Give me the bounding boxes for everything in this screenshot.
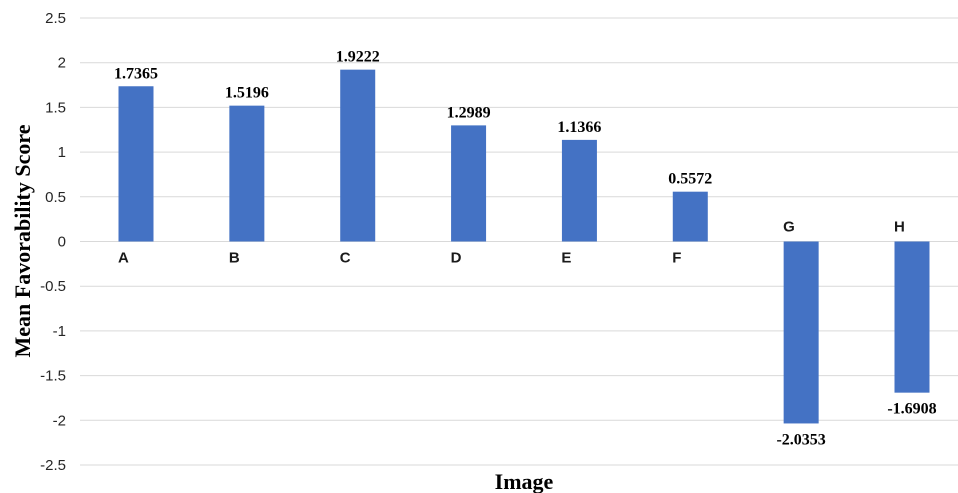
x-axis-categories: A B C D E F G H [118,219,905,267]
bar-e [561,139,597,242]
bar-h [894,241,930,393]
data-label: 1.5196 [225,85,269,102]
data-label: -2.0353 [776,431,825,448]
bar-a [118,86,154,242]
category-label: F [672,250,681,267]
x-axis-title: Image [495,469,554,493]
category-label: E [561,250,571,267]
y-tick-label: 2 [58,55,66,72]
data-label: 0.5572 [668,171,712,188]
gridlines [80,17,958,466]
category-label: H [894,219,905,236]
y-tick-label: 2.5 [45,10,66,27]
category-label: G [783,219,795,236]
data-label: 1.7365 [114,65,158,82]
category-label: B [229,250,240,267]
data-labels: 1.7365 1.5196 1.9222 1.2989 1.1366 0.5572 -2.0… [114,49,937,449]
bar-d [451,125,487,242]
y-tick-label: -0.5 [40,278,66,295]
bar-g [783,241,819,424]
bar-b [229,105,265,242]
y-tick-label: -2 [53,412,66,429]
category-label: C [340,250,351,267]
y-tick-label: 0.5 [45,189,66,206]
bar-c [340,69,376,242]
bar-f [672,191,708,242]
y-axis-ticks: 2.5 2 1.5 1 0.5 0 -0.5 -1 -1.5 -2 -2.5 [40,10,66,474]
data-label: 1.1366 [557,119,601,136]
y-tick-label: 1.5 [45,99,66,116]
y-tick-label: -2.5 [40,457,66,474]
y-tick-label: -1 [53,323,66,340]
data-label: 1.2989 [447,104,491,121]
y-tick-label: 1 [58,144,66,161]
data-label: 1.9222 [336,49,380,66]
category-label: D [451,250,462,267]
y-tick-label: 0 [58,234,66,251]
y-tick-label: -1.5 [40,368,66,385]
data-label: -1.6908 [887,401,936,418]
category-label: A [118,250,129,267]
bars [118,69,930,424]
y-axis-title: Mean Favorability Score [10,124,35,357]
